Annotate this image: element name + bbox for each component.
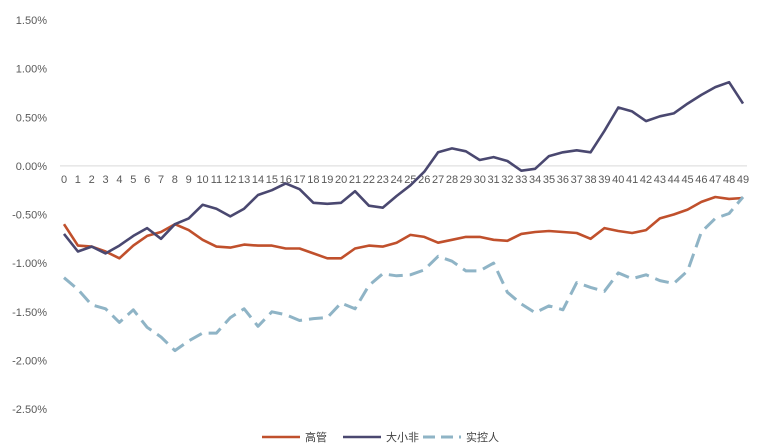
x-tick-label: 27 — [432, 174, 444, 186]
x-axis-ticks: 0 1 2 3 4 5 6 7 8 9 10 11 12 13 14 15 16 17 18 19 20 21 22 23 24… — [61, 174, 749, 186]
x-tick-label: 15 — [266, 174, 278, 186]
x-tick-label: 5 — [130, 174, 136, 186]
x-tick-label: 3 — [103, 174, 109, 186]
x-tick-label: 29 — [460, 174, 472, 186]
y-tick-label: 1.00% — [16, 64, 47, 76]
x-tick-label: 36 — [557, 174, 569, 186]
x-tick-label: 0 — [61, 174, 67, 186]
x-tick-label: 32 — [501, 174, 513, 186]
x-tick-label: 31 — [487, 174, 499, 186]
x-tick-label: 28 — [446, 174, 458, 186]
x-tick-label: 33 — [515, 174, 527, 186]
x-tick-label: 35 — [543, 174, 555, 186]
x-tick-label: 41 — [626, 174, 638, 186]
y-tick-label: -2.00% — [12, 355, 47, 367]
x-tick-label: 22 — [363, 174, 375, 186]
series-layer — [62, 80, 745, 353]
legend-label: 大小非 — [386, 430, 419, 444]
series-line-3 — [63, 196, 745, 353]
x-tick-label: 46 — [695, 174, 707, 186]
x-tick-label: 18 — [307, 174, 319, 186]
x-tick-label: 1 — [75, 174, 81, 186]
x-tick-label: 34 — [529, 174, 541, 186]
x-tick-label: 11 — [211, 174, 222, 186]
x-tick-label: 2 — [89, 174, 95, 186]
x-tick-label: 30 — [474, 174, 486, 186]
y-tick-label: -0.50% — [12, 210, 47, 222]
y-tick-label: 0.00% — [16, 161, 47, 173]
y-tick-label: -2.50% — [12, 404, 47, 416]
x-tick-label: 26 — [418, 174, 430, 186]
x-tick-label: 17 — [293, 174, 305, 186]
x-tick-label: 6 — [144, 174, 150, 186]
x-tick-label: 47 — [709, 174, 721, 186]
x-tick-label: 43 — [654, 174, 666, 186]
x-tick-label: 44 — [668, 174, 680, 186]
series-line-2 — [62, 80, 745, 255]
x-tick-label: 9 — [186, 174, 192, 186]
x-tick-label: 37 — [571, 174, 583, 186]
x-tick-label: 21 — [349, 174, 361, 186]
x-tick-label: 10 — [196, 174, 208, 186]
y-axis-ticks: 1.50% 1.00% 0.50% 0.00% -0.50% -1.00% -1.50% -2… — [12, 15, 47, 416]
x-tick-label: 39 — [598, 174, 610, 186]
x-tick-label: 14 — [252, 174, 264, 186]
x-tick-label: 13 — [238, 174, 250, 186]
x-tick-label: 23 — [377, 174, 389, 186]
x-tick-label: 24 — [390, 174, 402, 186]
x-tick-label: 48 — [723, 174, 735, 186]
y-tick-label: -1.50% — [12, 307, 47, 319]
x-tick-label: 12 — [224, 174, 236, 186]
legend: 高管 大小非 实控人 — [262, 430, 499, 444]
x-tick-label: 7 — [158, 174, 164, 186]
x-tick-label: 16 — [280, 174, 292, 186]
x-tick-label: 42 — [640, 174, 652, 186]
x-tick-label: 40 — [612, 174, 624, 186]
series-line-1 — [62, 195, 744, 260]
x-tick-label: 8 — [172, 174, 178, 186]
x-tick-label: 4 — [116, 174, 122, 186]
legend-label: 实控人 — [466, 430, 499, 444]
x-tick-label: 49 — [737, 174, 749, 186]
y-tick-label: 1.50% — [16, 15, 47, 27]
x-tick-label: 38 — [584, 174, 596, 186]
y-tick-label: 0.50% — [16, 112, 47, 124]
x-tick-label: 45 — [681, 174, 693, 186]
legend-label: 高管 — [305, 430, 327, 444]
x-tick-label: 20 — [335, 174, 347, 186]
y-tick-label: -1.00% — [12, 258, 47, 270]
x-tick-label: 19 — [321, 174, 333, 186]
